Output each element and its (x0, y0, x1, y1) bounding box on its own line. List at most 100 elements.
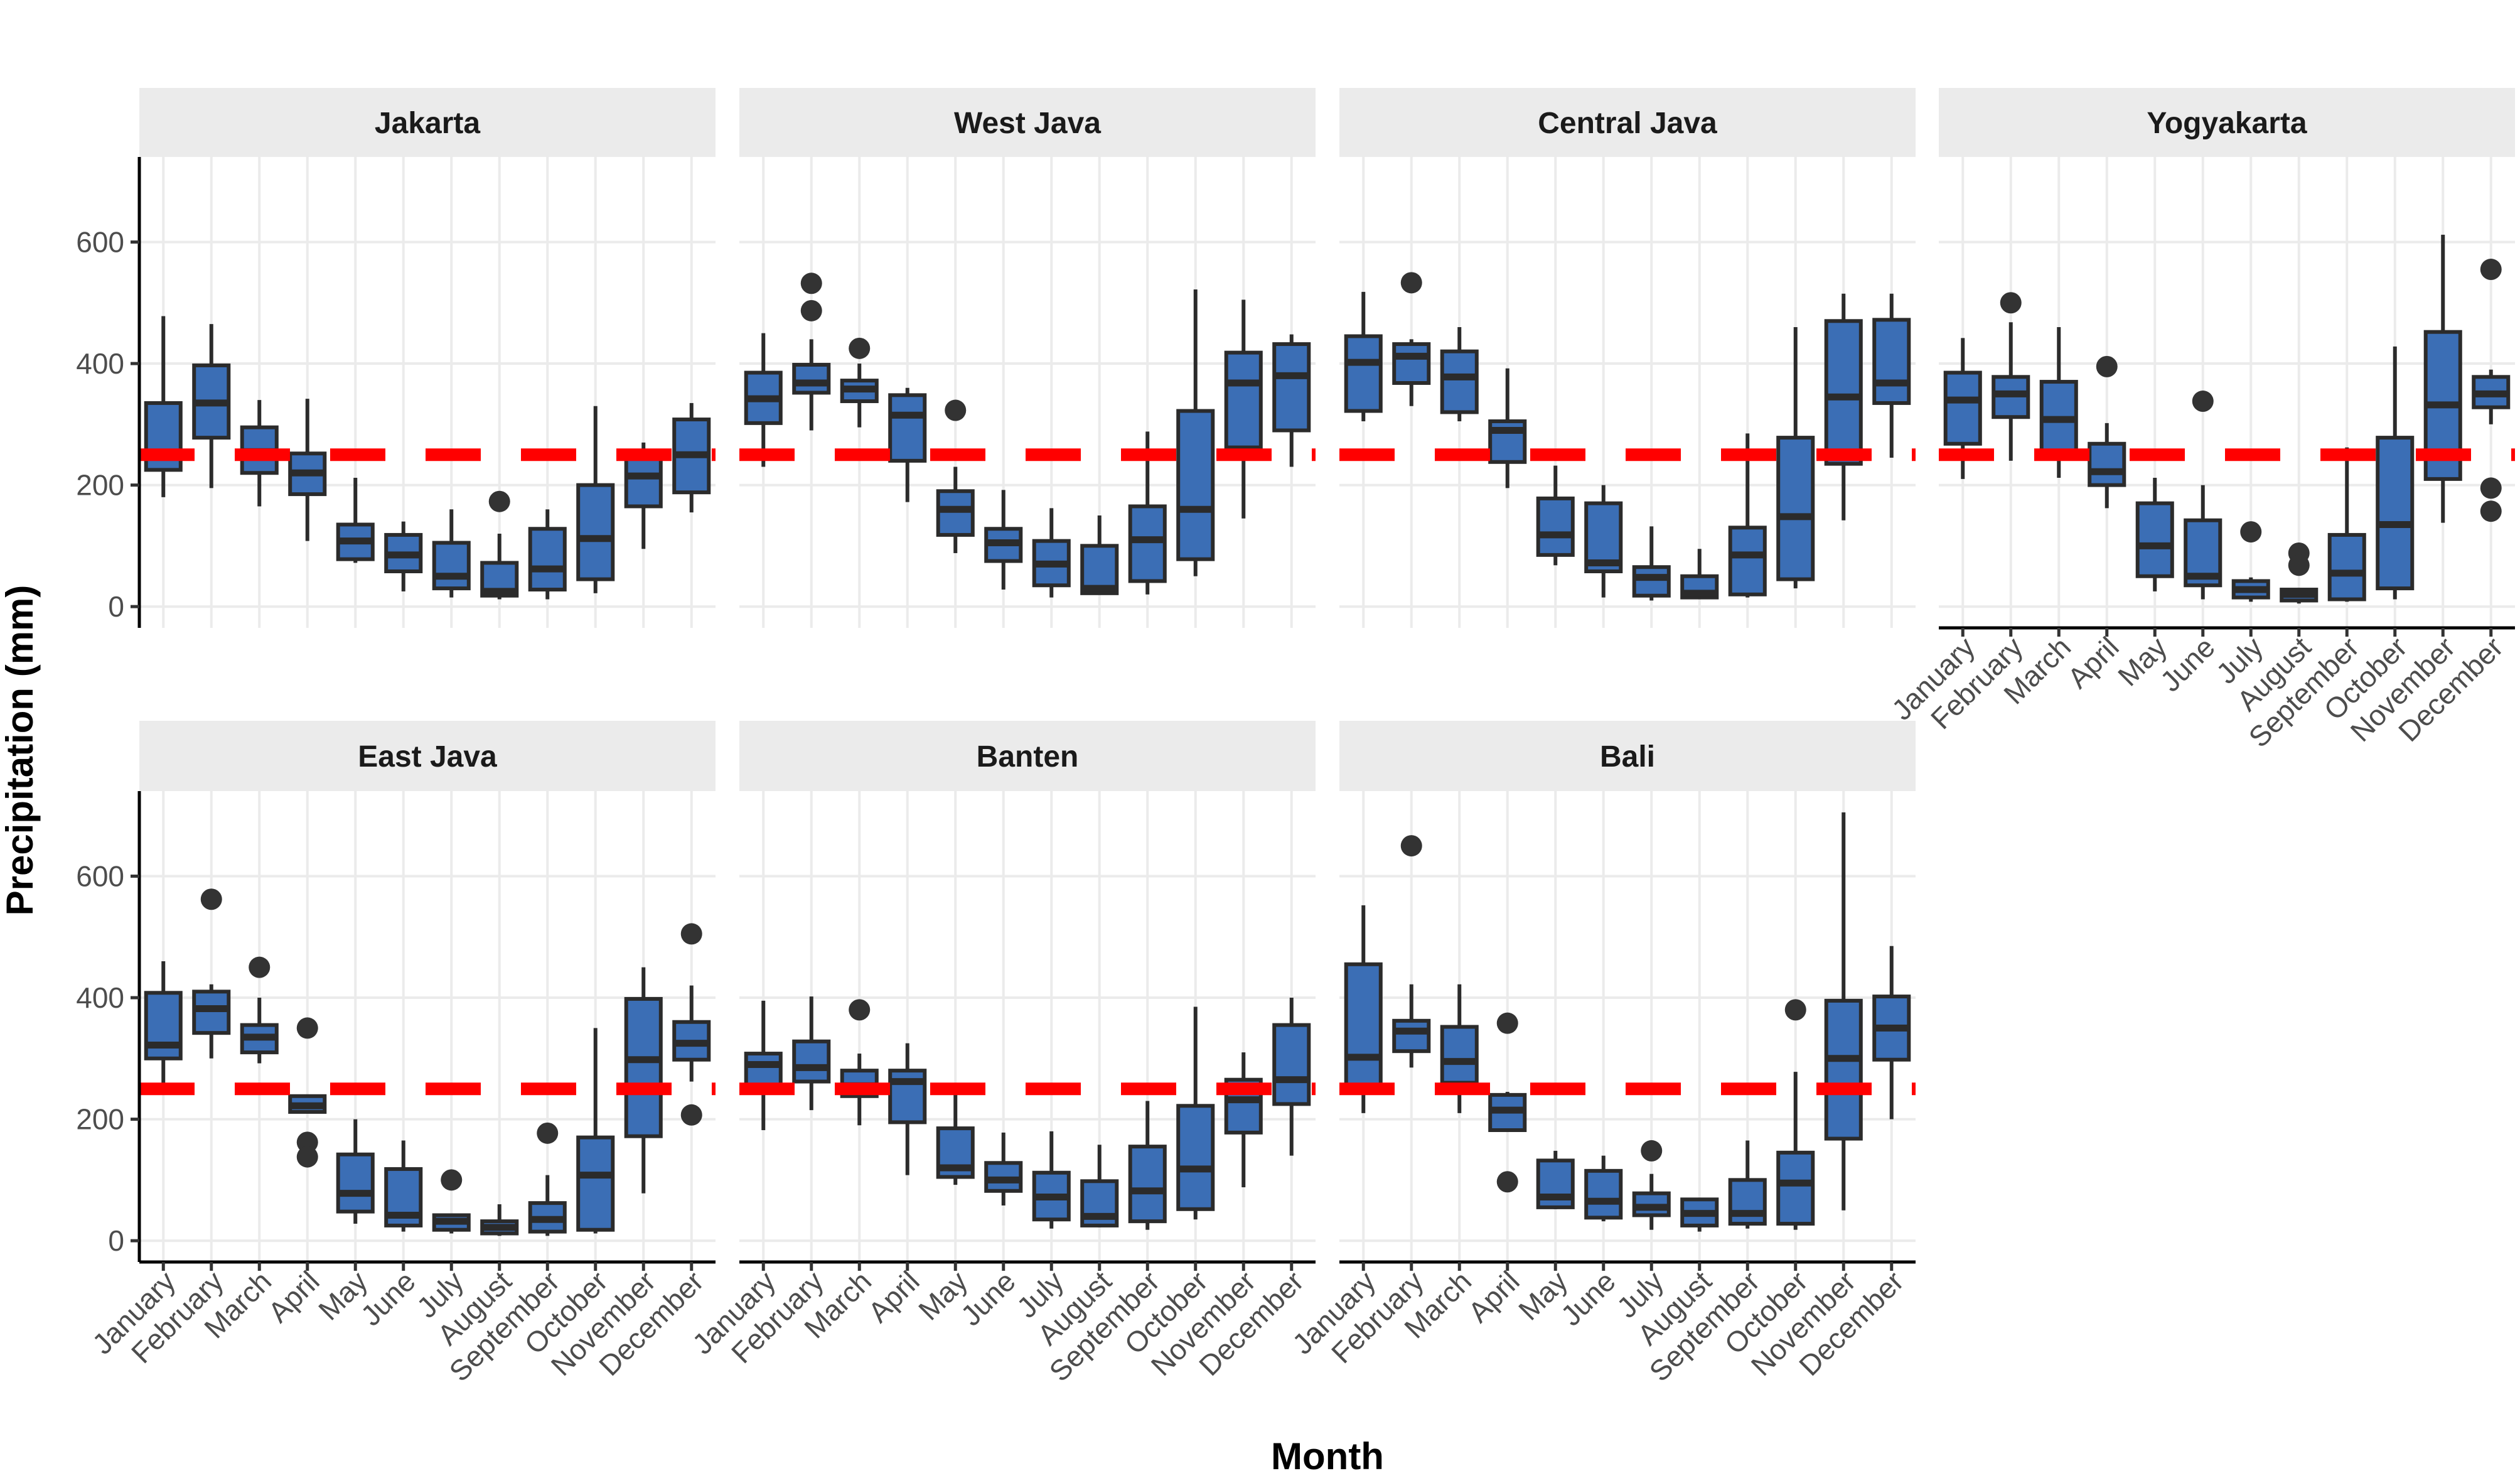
outlier-point (680, 923, 702, 945)
box-january (744, 333, 783, 467)
box-iqr (1824, 319, 1863, 466)
y-tick-label: 0 (108, 1224, 124, 1257)
box-december (672, 923, 711, 1126)
box-july (2231, 521, 2270, 602)
y-tick-label: 0 (108, 590, 124, 623)
box-iqr (1536, 496, 1575, 557)
box-april (888, 387, 927, 502)
box-iqr (1632, 565, 1671, 598)
box-iqr (1392, 1018, 1431, 1054)
box-august (480, 490, 519, 600)
box-iqr (1344, 962, 1383, 1088)
y-tick-label: 400 (76, 347, 124, 380)
box-february (192, 888, 231, 1059)
box-november (1824, 293, 1863, 520)
outlier-point (2240, 521, 2262, 543)
outlier-point (680, 1104, 702, 1126)
box-june (1584, 1155, 1623, 1222)
box-march (2039, 326, 2078, 478)
outlier-point (2096, 355, 2118, 377)
box-january (1344, 291, 1383, 421)
facet-strip (1339, 88, 1916, 157)
box-iqr (576, 1135, 615, 1232)
facet-strip-label: Central Java (1538, 107, 1717, 140)
box-august (1680, 1197, 1719, 1232)
outlier-point (2000, 292, 2022, 314)
box-july (432, 1169, 471, 1234)
facet-strip-label: Jakarta (375, 107, 480, 140)
box-iqr (936, 489, 975, 537)
box-january (1344, 905, 1383, 1113)
box-december (672, 402, 711, 513)
outlier-point (441, 1169, 463, 1191)
y-tick-label: 600 (76, 225, 124, 258)
outlier-point (296, 1146, 318, 1168)
box-iqr (1176, 1104, 1215, 1211)
outlier-point (537, 1122, 559, 1144)
box-iqr (1440, 1025, 1479, 1085)
box-iqr (1824, 998, 1863, 1141)
box-may (1536, 465, 1575, 566)
facet-strip (139, 721, 716, 791)
box-december (1872, 946, 1911, 1119)
box-iqr (624, 996, 663, 1138)
box-february (792, 272, 831, 431)
box-iqr (1776, 1150, 1815, 1226)
y-tick-label: 400 (76, 981, 124, 1014)
box-january (1943, 338, 1982, 479)
outlier-point (296, 1131, 318, 1153)
box-iqr (1943, 370, 1982, 446)
outlier-point (945, 399, 967, 421)
outlier-point (296, 1017, 318, 1039)
box-april (288, 399, 327, 541)
box-july (432, 509, 471, 598)
facet-strip (1939, 88, 2515, 157)
box-iqr (528, 527, 567, 592)
facet-panel-jakarta: Jakarta 0 200 400 600 (76, 88, 716, 628)
box-november (624, 442, 663, 549)
facet-panel-west-java: West Java (739, 88, 1316, 628)
box-august (1680, 549, 1719, 600)
box-october (1776, 999, 1815, 1230)
box-may (1536, 1150, 1575, 1209)
box-iqr (2376, 436, 2415, 591)
outlier-point (849, 337, 871, 359)
box-iqr (1776, 436, 1815, 581)
facet-strip (139, 88, 716, 157)
box-iqr (192, 990, 231, 1035)
box-may (2135, 477, 2174, 591)
x-axis-title: Month (1271, 1435, 1384, 1477)
box-october (576, 406, 615, 593)
box-november (624, 967, 663, 1194)
box-iqr (1224, 350, 1263, 450)
box-june (2184, 391, 2222, 600)
box-march (1440, 326, 1479, 421)
box-iqr (2088, 441, 2126, 487)
box-iqr (792, 1039, 831, 1084)
box-may (336, 1119, 375, 1224)
box-iqr (1728, 1178, 1767, 1226)
box-iqr (792, 362, 831, 395)
box-june (384, 1140, 423, 1232)
box-october (576, 1028, 615, 1234)
outlier-point (1400, 835, 1422, 857)
box-september (2327, 447, 2366, 602)
outlier-point (2192, 391, 2214, 413)
facet-strip (739, 88, 1316, 157)
box-september (528, 1122, 567, 1236)
y-tick-label: 600 (76, 860, 124, 892)
facet-strip-label: East Java (358, 740, 497, 774)
box-march (240, 956, 279, 1064)
outlier-point (200, 888, 222, 910)
box-iqr (1272, 1023, 1311, 1106)
box-august (2280, 542, 2319, 604)
box-december (1272, 334, 1311, 467)
box-april (2088, 355, 2126, 509)
box-iqr (1128, 504, 1167, 583)
box-june (384, 521, 423, 591)
box-iqr (1872, 318, 1911, 405)
y-axis-title: Precipitation (mm) (0, 585, 41, 916)
box-iqr (576, 483, 615, 581)
outlier-point (1400, 272, 1422, 294)
